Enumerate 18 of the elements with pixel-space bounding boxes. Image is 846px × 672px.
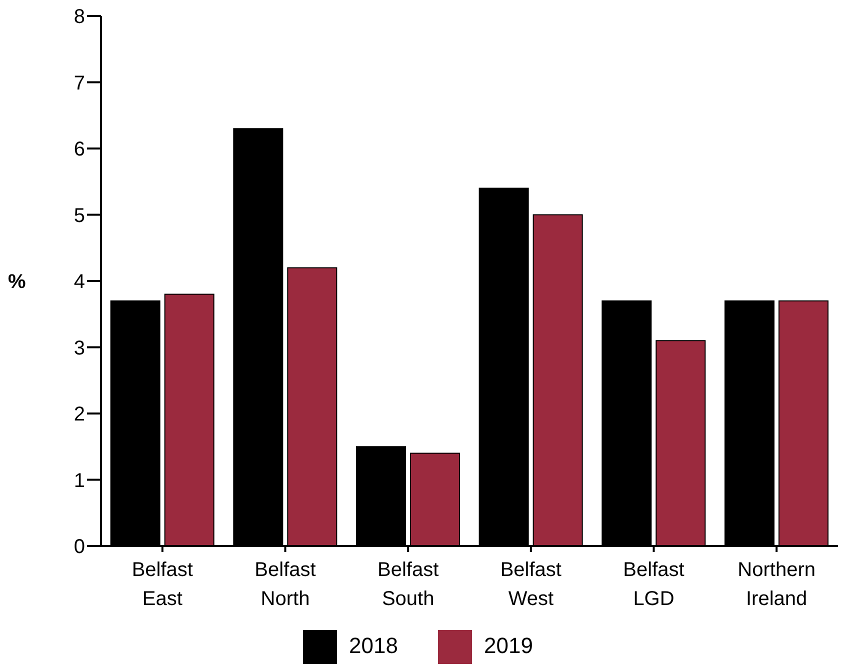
y-tick-label: 2 [74, 404, 85, 426]
y-axis-title: % [8, 271, 26, 294]
legend-label: 2018 [349, 632, 398, 658]
legend-label: 2019 [484, 632, 533, 658]
y-tick-label: 7 [74, 72, 85, 94]
y-tick-label: 6 [74, 138, 85, 161]
x-tick-label: Belfast North [254, 559, 316, 610]
y-tick-label: 0 [74, 536, 85, 558]
y-tick-label: 3 [74, 337, 85, 360]
x-tick-label: Belfast West [500, 559, 562, 610]
y-tick-label: 4 [74, 271, 85, 294]
y-tick-label: 8 [74, 6, 85, 28]
y-tick-label: 1 [74, 470, 85, 492]
x-tick-label: Northern Ireland [738, 559, 816, 610]
x-tick-label: Belfast East [132, 559, 194, 610]
y-tick-label: 5 [74, 204, 85, 227]
x-tick-label: Belfast LGD [623, 559, 685, 610]
x-tick-label: Belfast South [378, 559, 440, 610]
